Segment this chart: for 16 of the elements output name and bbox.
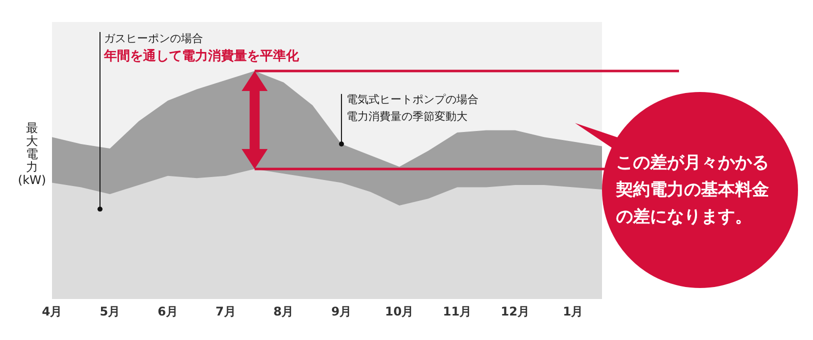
x-tick-label: 8月 bbox=[273, 304, 294, 319]
x-tick-label: 6月 bbox=[158, 304, 178, 319]
x-tick-label: 5月 bbox=[100, 304, 120, 319]
text: 年間を通して電力消費量を平準化 bbox=[103, 48, 300, 64]
x-tick-label: 4月 bbox=[42, 304, 62, 319]
x-tick-label: 9月 bbox=[331, 304, 352, 319]
x-tick-label: 1月 bbox=[562, 304, 584, 319]
x-tick-label: 12月 bbox=[500, 304, 530, 319]
annotation: 電力消費量の季節変動大 bbox=[346, 110, 468, 123]
x-tick-label: 10月 bbox=[385, 304, 414, 319]
text: この差が月々かかる契約電力の基本料金の差になります。 bbox=[616, 152, 770, 229]
annotation: 電気式ヒートポンプの場合 bbox=[346, 92, 478, 106]
text: ガスヒーポンの場合 bbox=[104, 32, 203, 45]
x-tick-label: 11月 bbox=[442, 304, 472, 319]
x-tick-label: 7月 bbox=[216, 304, 236, 319]
y-axis-title: 最大電力(kW) bbox=[16, 121, 48, 187]
